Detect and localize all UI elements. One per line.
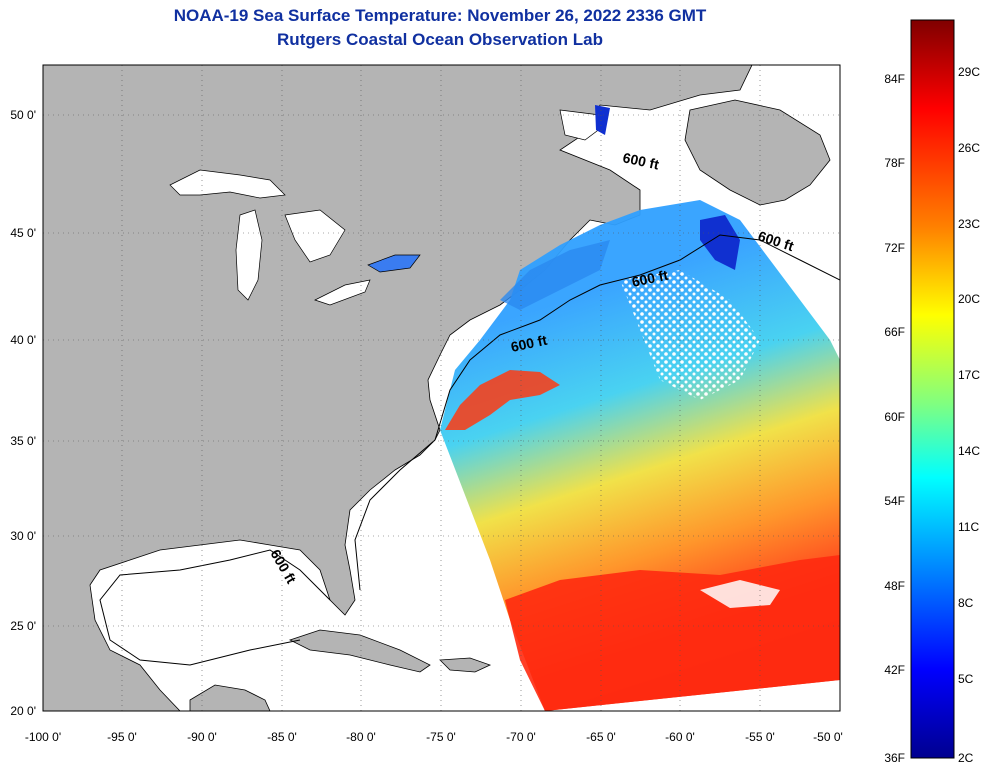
contour-label: 600 ft — [630, 267, 669, 290]
colorbar-c-label: 26C — [958, 141, 980, 155]
cuba-land — [288, 629, 431, 673]
map-title: NOAA-19 Sea Surface Temperature: Novembe… — [173, 6, 707, 25]
hudson-bay-area — [559, 109, 606, 141]
colorbar-c-label: 29C — [958, 65, 980, 79]
hispaniola-land — [439, 657, 492, 673]
lake-michigan — [235, 209, 263, 301]
y-tick-label: 50 0' — [10, 108, 36, 122]
x-tick-label: -90 0' — [187, 730, 217, 744]
y-tick-label: 40 0' — [10, 333, 36, 347]
lake-huron — [284, 209, 346, 263]
y-axis-ticks: 50 0' 45 0' 40 0' 35 0' 30 0' 25 0' 20 0… — [10, 108, 36, 718]
colorbar-f-labels: 84F 78F 72F 66F 60F 54F 48F 42F 36F — [884, 72, 905, 765]
x-tick-label: -75 0' — [426, 730, 456, 744]
lake-ontario — [367, 254, 421, 273]
newfoundland-land — [684, 99, 831, 206]
colorbar-f-label: 60F — [884, 410, 905, 424]
contour-label: 600 ft — [621, 149, 660, 172]
lake-superior — [169, 169, 286, 199]
x-axis-ticks: -100 0' -95 0' -90 0' -85 0' -80 0' -75 … — [25, 730, 843, 744]
bathymetry-contour-east — [354, 439, 436, 591]
y-tick-label: 30 0' — [10, 529, 36, 543]
colorbar-c-label: 2C — [958, 751, 974, 765]
colorbar-f-label: 84F — [884, 72, 905, 86]
y-tick-label: 35 0' — [10, 434, 36, 448]
x-tick-label: -80 0' — [346, 730, 376, 744]
map-subtitle: Rutgers Coastal Ocean Observation Lab — [277, 30, 603, 49]
cold-patch-gulf-st-lawrence — [595, 105, 610, 135]
x-tick-label: -60 0' — [665, 730, 695, 744]
colorbar — [910, 19, 955, 759]
colorbar-c-label: 20C — [958, 292, 980, 306]
x-tick-label: -95 0' — [107, 730, 137, 744]
colorbar-c-label: 8C — [958, 596, 974, 610]
cloud-mask-north — [620, 270, 760, 400]
colorbar-f-label: 48F — [884, 579, 905, 593]
colorbar-f-label: 78F — [884, 156, 905, 170]
colorbar-f-label: 66F — [884, 325, 905, 339]
colorbar-c-label: 11C — [958, 520, 979, 534]
colorbar-c-label: 5C — [958, 672, 974, 686]
colorbar-c-label: 14C — [958, 444, 980, 458]
lake-erie — [314, 279, 371, 306]
colorbar-c-labels: 29C 26C 23C 20C 17C 14C 11C 8C 5C 2C — [958, 65, 980, 765]
y-tick-label: 25 0' — [10, 619, 36, 633]
north-america-land — [43, 65, 753, 711]
contour-label: 600 ft — [509, 332, 548, 355]
yucatan-land — [189, 684, 271, 711]
cold-patch-newfoundland — [700, 215, 740, 270]
colorbar-f-label: 36F — [884, 751, 905, 765]
x-tick-label: -65 0' — [586, 730, 616, 744]
y-tick-label: 20 0' — [10, 704, 36, 718]
x-tick-label: -55 0' — [745, 730, 775, 744]
colorbar-c-label: 17C — [958, 368, 980, 382]
x-tick-label: -70 0' — [506, 730, 536, 744]
x-tick-label: -50 0' — [813, 730, 843, 744]
colorbar-c-label: 23C — [958, 217, 980, 231]
gulf-stream-warm-core — [445, 370, 560, 430]
colorbar-f-label: 42F — [884, 663, 905, 677]
colorbar-f-label: 54F — [884, 494, 905, 508]
x-tick-label: -100 0' — [25, 730, 61, 744]
map-frame — [42, 64, 841, 712]
x-tick-label: -85 0' — [267, 730, 297, 744]
colorbar-f-label: 72F — [884, 241, 905, 255]
bathymetry-contour-gulf — [99, 549, 331, 666]
cold-shelf-water — [500, 240, 610, 310]
y-tick-label: 45 0' — [10, 226, 36, 240]
